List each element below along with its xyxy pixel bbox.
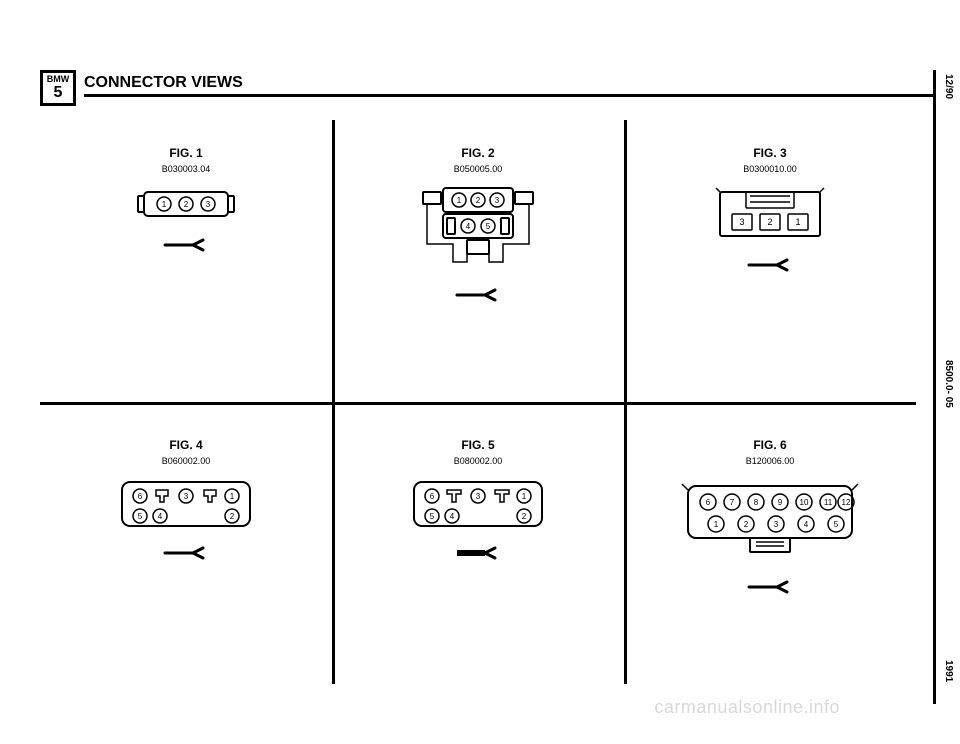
- figure-cell: FIG. 6B120006.00678910111212345: [624, 402, 916, 694]
- svg-text:3: 3: [495, 196, 500, 205]
- top-rule: [84, 94, 936, 97]
- connector-diagram: 6 3 1 5 4 2: [116, 476, 256, 532]
- connector-diagram: 6 3 1 5 4 2: [408, 476, 548, 532]
- part-number: B120006.00: [746, 456, 795, 466]
- watermark: carmanualsonline.info: [654, 697, 840, 718]
- connector-diagram: 678910111212345: [680, 476, 860, 566]
- figure-label: FIG. 3: [753, 146, 786, 160]
- connector-diagram: 3 2 1: [710, 184, 830, 244]
- figure-cell: FIG. 3 B0300010.00 3 2 1: [624, 110, 916, 402]
- svg-text:1: 1: [795, 217, 800, 227]
- svg-text:7: 7: [730, 498, 735, 507]
- page: BMW 5 CONNECTOR VIEWS 12/90 8500.0- 05 1…: [0, 0, 960, 744]
- figure-cell: FIG. 1 B030003.04 1 2 3: [40, 110, 332, 402]
- part-number: B030003.04: [162, 164, 211, 174]
- svg-text:10: 10: [800, 498, 809, 507]
- svg-text:2: 2: [476, 196, 481, 205]
- figure-cell: FIG. 2 B050005.00 1 2 3 4 5: [332, 110, 624, 402]
- svg-text:3: 3: [476, 492, 481, 501]
- direction-arrow-icon: [747, 258, 793, 272]
- svg-text:9: 9: [778, 498, 783, 507]
- direction-arrow-icon: [163, 546, 209, 560]
- figure-label: FIG. 5: [461, 438, 494, 452]
- svg-text:3: 3: [184, 492, 189, 501]
- connector-diagram: 1 2 3: [136, 184, 236, 224]
- svg-text:2: 2: [744, 520, 749, 529]
- svg-text:3: 3: [774, 520, 779, 529]
- svg-text:6: 6: [430, 492, 435, 501]
- svg-text:2: 2: [184, 200, 189, 209]
- svg-text:2: 2: [230, 512, 235, 521]
- connector-diagram: 1 2 3 4 5: [413, 184, 543, 274]
- part-number: B060002.00: [162, 456, 211, 466]
- svg-text:5: 5: [486, 222, 491, 231]
- figure-label: FIG. 2: [461, 146, 494, 160]
- bmw-logo: BMW 5: [40, 70, 76, 106]
- part-number: B080002.00: [454, 456, 503, 466]
- figure-label: FIG. 6: [753, 438, 786, 452]
- svg-text:3: 3: [739, 217, 744, 227]
- direction-arrow-icon: [455, 288, 501, 302]
- svg-text:1: 1: [162, 200, 167, 209]
- part-number: B0300010.00: [743, 164, 797, 174]
- svg-text:4: 4: [804, 520, 809, 529]
- logo-text-bottom: 5: [54, 85, 63, 101]
- svg-text:1: 1: [457, 196, 462, 205]
- svg-text:2: 2: [522, 512, 527, 521]
- svg-text:12: 12: [842, 498, 851, 507]
- svg-text:5: 5: [430, 512, 435, 521]
- part-number: B050005.00: [454, 164, 503, 174]
- svg-text:1: 1: [522, 492, 527, 501]
- figure-cell: FIG. 5 B080002.00 6 3 1 5 4 2: [332, 402, 624, 694]
- svg-text:1: 1: [230, 492, 235, 501]
- svg-text:6: 6: [138, 492, 143, 501]
- direction-arrow-icon: [455, 546, 501, 560]
- svg-text:6: 6: [706, 498, 711, 507]
- side-rule: [933, 70, 936, 704]
- svg-text:2: 2: [767, 217, 772, 227]
- side-label-section: 8500.0- 05: [943, 360, 954, 408]
- page-title: CONNECTOR VIEWS: [84, 74, 243, 92]
- svg-text:3: 3: [206, 200, 211, 209]
- svg-text:4: 4: [466, 222, 471, 231]
- svg-text:5: 5: [834, 520, 839, 529]
- figure-cell: FIG. 4 B060002.00 6 3 1 5 4 2: [40, 402, 332, 694]
- svg-text:4: 4: [158, 512, 163, 521]
- direction-arrow-icon: [747, 580, 793, 594]
- figure-label: FIG. 1: [169, 146, 202, 160]
- svg-text:5: 5: [138, 512, 143, 521]
- side-label-year: 1991: [943, 660, 954, 682]
- logo-text-top: BMW: [47, 75, 70, 84]
- svg-text:11: 11: [824, 498, 833, 507]
- svg-text:4: 4: [450, 512, 455, 521]
- svg-text:8: 8: [754, 498, 759, 507]
- figure-label: FIG. 4: [169, 438, 202, 452]
- side-label-date: 12/90: [943, 74, 954, 99]
- svg-text:1: 1: [714, 520, 719, 529]
- direction-arrow-icon: [163, 238, 209, 252]
- figure-grid: FIG. 1B030003.04123FIG. 2B050005.0012345…: [40, 110, 916, 694]
